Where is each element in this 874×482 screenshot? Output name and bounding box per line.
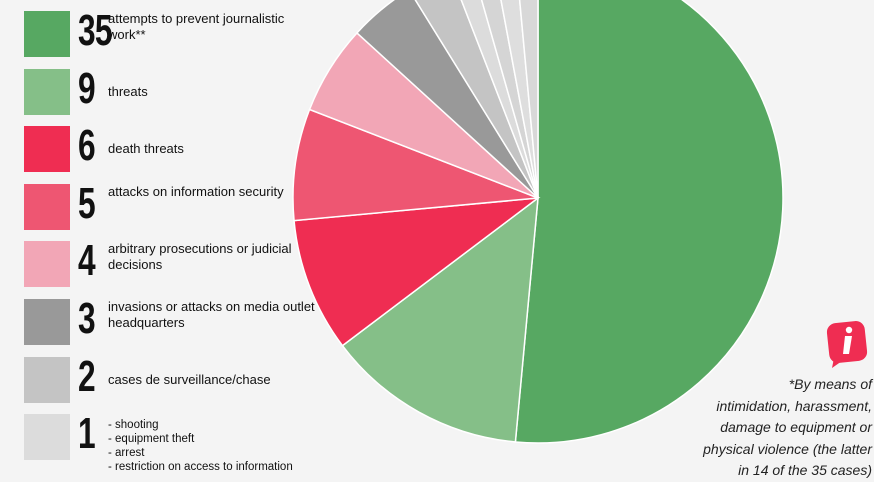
annotation-line: physical violence (the latter [703, 440, 872, 457]
legend-swatch [24, 11, 70, 57]
legend-swatch [24, 183, 70, 230]
annotation-line: *By means of [788, 376, 872, 392]
legend-value: 9 [78, 63, 96, 113]
info-icon [826, 321, 868, 368]
legend-item: 3 invasions or attacks on media outlet he… [24, 294, 315, 345]
legend-label-group: attempts to prevent journalistic work** [108, 11, 318, 43]
pie-slice [292, 108, 539, 222]
legend-item: 1 - shooting - equipment theft - arrest - re… [24, 409, 293, 473]
pie-slice [293, 197, 541, 347]
legend-item: 2 cases de surveillance/chase [24, 352, 271, 403]
legend-label: - equipment theft [108, 433, 195, 446]
legend-value: 2 [78, 351, 96, 401]
legend-label: threats [108, 83, 148, 99]
legend-swatch [24, 126, 70, 173]
legend-value: 35 [78, 6, 113, 55]
legend-swatch [24, 414, 70, 461]
legend-item: 9 threats [24, 64, 148, 115]
legend-value: 6 [78, 121, 96, 171]
legend-value: 5 [78, 178, 96, 228]
pie-slice [500, 0, 539, 199]
annotation-line: in 14 of the 35 cases) [738, 462, 872, 478]
legend-swatch [24, 356, 70, 403]
pie-slice [480, 0, 539, 199]
pie-slice [355, 0, 539, 199]
legend-label: cases de surveillance/chase [108, 371, 271, 387]
legend-label: attempts to prevent journalistic work** [108, 11, 285, 42]
legend-value: 1 [78, 409, 96, 459]
pie-slice [414, 0, 539, 199]
legend-label-group: death threats [108, 141, 318, 157]
legend-label: death threats [108, 141, 184, 157]
legend-item: 35 attempts to prevent journalistic work*… [24, 6, 284, 57]
legend-item: 5 attacks on information security [24, 179, 284, 230]
legend-label: - arrest [108, 447, 145, 460]
legend-item: 6 death threats [24, 121, 184, 173]
annotation-line: intimidation, harassment, [716, 397, 872, 414]
annotation-line: damage to equipment or [720, 419, 872, 435]
legend-label-group: threats [108, 84, 318, 100]
legend-label: invasions or attacks on media outlet hea… [108, 299, 315, 330]
pie-slice [514, 0, 784, 444]
legend-swatch [24, 68, 70, 115]
legend-label-group: cases de surveillance/chase [108, 372, 318, 388]
legend-label: attacks on information security [108, 183, 284, 199]
pie-slice [460, 0, 539, 199]
legend-label: arbitrary prosecutions or judicial decis… [108, 241, 292, 273]
legend-swatch [24, 241, 70, 288]
annotation: *By means of intimidation, harassment, dam… [703, 374, 872, 482]
legend-swatch [24, 299, 70, 345]
pie-slice [518, 0, 539, 199]
legend-label: - restriction on access to information [108, 461, 293, 474]
legend-item: 4 arbitrary prosecutions or judicial deci… [24, 236, 292, 288]
pie [292, 0, 784, 444]
pie-slice [341, 196, 539, 443]
legend-value: 3 [78, 294, 96, 343]
legend-label-group: - shooting - equipment theft - arrest - res… [108, 418, 338, 474]
legend-label-group: invasions or attacks on media outlet hea… [108, 299, 318, 331]
legend-label-group: arbitrary prosecutions or judicial decis… [108, 241, 318, 273]
legend-label: - shooting [108, 419, 159, 432]
legend-label-group: attacks on information security [108, 184, 318, 200]
legend-value: 4 [78, 236, 96, 286]
